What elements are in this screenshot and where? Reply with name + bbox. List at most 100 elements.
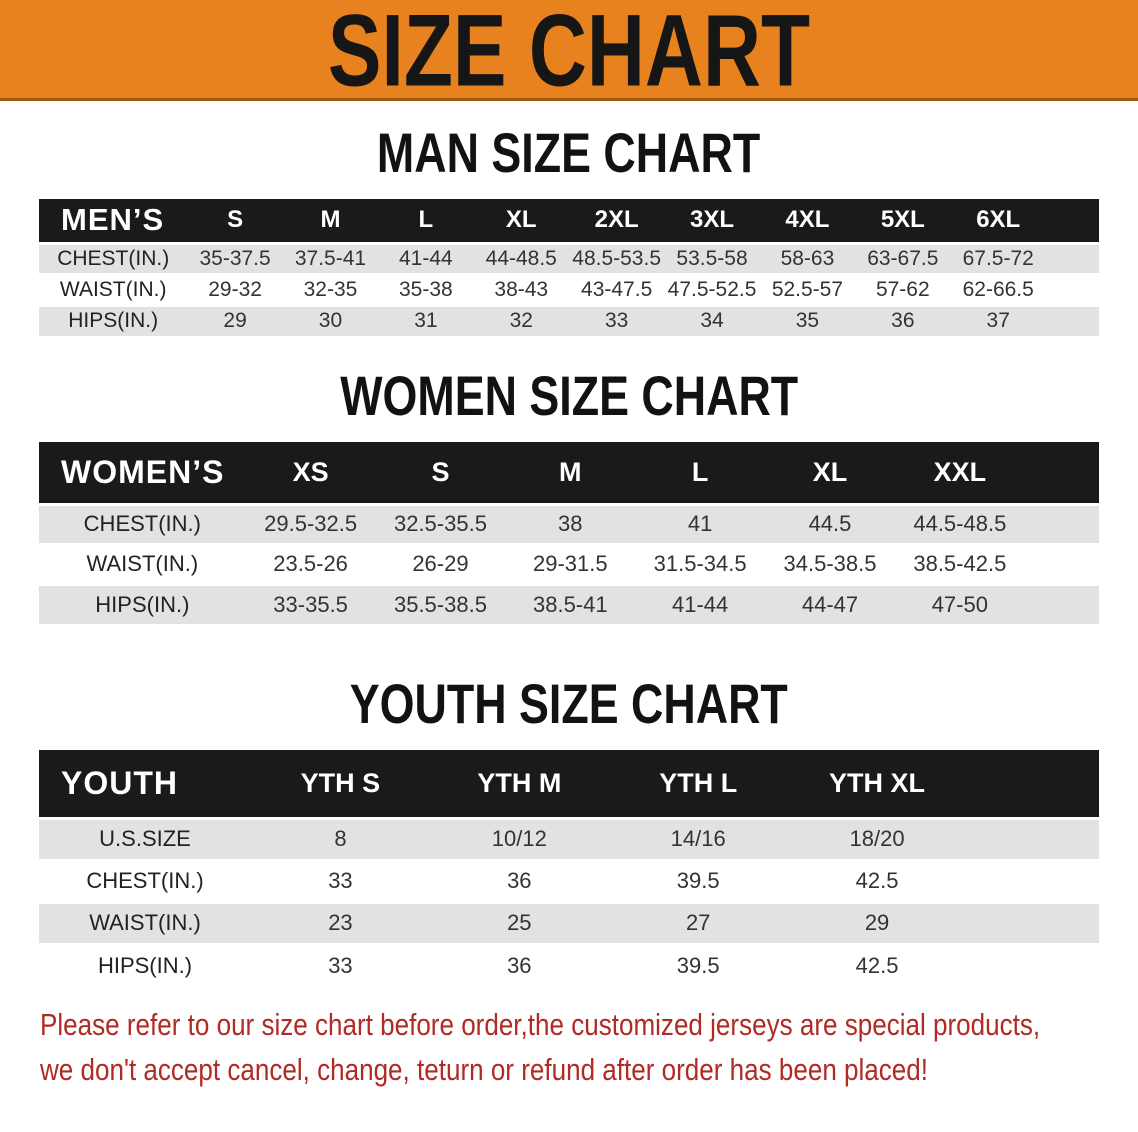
men-row-spacer [1045, 272, 1099, 305]
women-size-cell: 31.5-34.5 [635, 542, 766, 584]
youth-size-cell: 8 [251, 816, 430, 860]
women-size-cell: 41 [635, 502, 766, 544]
men-size-cell: 31 [378, 303, 474, 336]
banner: SIZE CHART [0, 0, 1138, 108]
women-size-cell: 33-35.5 [245, 582, 376, 624]
youth-table-row: WAIST(IN.) 23 25 27 29 [39, 900, 1099, 944]
men-section-heading: MAN SIZE CHART [0, 121, 1138, 185]
men-size-cell: 41-44 [378, 241, 474, 274]
youth-row-spacer [966, 858, 1099, 902]
men-row-spacer [1045, 303, 1099, 336]
men-size-cell: 32 [473, 303, 569, 336]
youth-section-heading: YOUTH SIZE CHART [0, 672, 1138, 736]
women-table-row: WAIST(IN.) 23.5-26 26-29 29-31.5 31.5-34.5 34… [39, 542, 1099, 584]
youth-heading-text: YOUTH SIZE CHART [349, 672, 789, 735]
men-size-cell: 58-63 [759, 241, 856, 274]
women-size-cell: 34.5-38.5 [765, 542, 895, 584]
youth-size-cell: 36 [429, 942, 609, 986]
men-size-cell: 63-67.5 [855, 241, 951, 274]
men-size-column-header: S [187, 199, 283, 243]
men-row-label: HIPS(IN.) [39, 303, 188, 336]
men-size-cell: 35-37.5 [187, 241, 283, 274]
women-size-cell: 38.5-42.5 [894, 542, 1025, 584]
men-size-cell: 35 [759, 303, 856, 336]
youth-header-bar: YOUTH YTH S YTH M YTH L YTH XL [39, 750, 1099, 818]
men-size-cell: 43-47.5 [568, 272, 665, 305]
youth-row-spacer [966, 942, 1099, 986]
women-size-cell: 29.5-32.5 [245, 502, 376, 544]
men-size-column-header: M [282, 199, 379, 243]
women-size-cell: 35.5-38.5 [375, 582, 506, 624]
men-table-row: CHEST(IN.) 35-37.5 37.5-41 41-44 44-48.5 48.5… [39, 241, 1099, 274]
youth-size-cell: 25 [429, 900, 609, 944]
disclaimer-text-1: Please refer to our size chart before or… [40, 1007, 1041, 1042]
men-size-column-header: XL [473, 199, 569, 243]
men-size-cell: 47.5-52.5 [664, 272, 760, 305]
youth-table-row: U.S.SIZE 8 10/12 14/16 18/20 [39, 816, 1099, 860]
men-size-cell: 57-62 [855, 272, 951, 305]
youth-row-spacer [966, 816, 1099, 860]
women-size-table: WOMEN’S XS S M L XL XXL CHEST(IN.) 29.5-32.5 32.5… [39, 442, 1099, 624]
men-group-label: MEN’S [39, 199, 188, 243]
men-size-cell: 62-66.5 [950, 272, 1046, 305]
men-size-column-header: 4XL [759, 199, 856, 243]
women-size-cell: 23.5-26 [245, 542, 376, 584]
disclaimer: Please refer to our size chart before or… [40, 1002, 1138, 1092]
men-section: MAN SIZE CHART MEN’S S M L XL 2XL 3XL 4XL 5XL 6XL C… [0, 121, 1138, 336]
youth-size-cell: 39.5 [608, 942, 788, 986]
women-size-column-header: XS [245, 442, 376, 504]
women-size-cell: 32.5-35.5 [375, 502, 506, 544]
youth-size-cell: 23 [251, 900, 430, 944]
youth-size-cell: 33 [251, 942, 430, 986]
youth-table-row: CHEST(IN.) 33 36 39.5 42.5 [39, 858, 1099, 902]
men-size-column-header: 2XL [568, 199, 665, 243]
youth-size-column-header: YTH XL [787, 750, 967, 818]
men-size-column-header: L [378, 199, 474, 243]
youth-size-cell: 36 [429, 858, 609, 902]
youth-header-spacer [966, 750, 1099, 818]
women-heading-text: WOMEN SIZE CHART [340, 364, 798, 427]
women-size-column-header: M [505, 442, 636, 504]
men-size-cell: 37.5-41 [282, 241, 379, 274]
youth-table-row: HIPS(IN.) 33 36 39.5 42.5 [39, 942, 1099, 986]
men-size-column-header: 5XL [855, 199, 951, 243]
men-size-cell: 30 [282, 303, 379, 336]
women-size-column-header: S [375, 442, 506, 504]
women-size-cell: 38 [505, 502, 636, 544]
men-row-label: WAIST(IN.) [39, 272, 188, 305]
youth-row-label: U.S.SIZE [39, 816, 251, 860]
women-header-bar: WOMEN’S XS S M L XL XXL [39, 442, 1099, 504]
men-size-cell: 33 [568, 303, 665, 336]
men-size-column-header: 3XL [664, 199, 760, 243]
men-size-cell: 38-43 [473, 272, 569, 305]
youth-row-spacer [966, 900, 1099, 944]
youth-size-cell: 10/12 [429, 816, 609, 860]
youth-group-label: YOUTH [39, 750, 251, 818]
youth-size-cell: 27 [608, 900, 788, 944]
youth-size-column-header: YTH L [608, 750, 788, 818]
youth-size-table: YOUTH YTH S YTH M YTH L YTH XL U.S.SIZE 8 10/12… [39, 750, 1099, 986]
men-size-cell: 36 [855, 303, 951, 336]
men-size-cell: 67.5-72 [950, 241, 1046, 274]
women-size-column-header: XL [765, 442, 895, 504]
disclaimer-text-2: we don't accept cancel, change, teturn o… [40, 1052, 929, 1087]
youth-row-label: WAIST(IN.) [39, 900, 251, 944]
women-table-row: HIPS(IN.) 33-35.5 35.5-38.5 38.5-41 41-44 44-… [39, 582, 1099, 624]
size-chart-sections: MAN SIZE CHART MEN’S S M L XL 2XL 3XL 4XL 5XL 6XL C… [0, 121, 1138, 986]
women-size-cell: 41-44 [635, 582, 766, 624]
women-row-spacer [1024, 582, 1099, 624]
men-row-label: CHEST(IN.) [39, 241, 188, 274]
youth-size-cell: 33 [251, 858, 430, 902]
women-size-column-header: L [635, 442, 766, 504]
youth-row-label: CHEST(IN.) [39, 858, 251, 902]
women-row-label: HIPS(IN.) [39, 582, 246, 624]
men-size-cell: 53.5-58 [664, 241, 760, 274]
banner-title: SIZE CHART [327, 0, 811, 108]
men-heading-text: MAN SIZE CHART [377, 121, 761, 184]
women-section: WOMEN SIZE CHART WOMEN’S XS S M L XL XXL CHEST(I… [0, 364, 1138, 624]
youth-size-column-header: YTH S [251, 750, 430, 818]
women-size-cell: 47-50 [894, 582, 1025, 624]
men-table-row: WAIST(IN.) 29-32 32-35 35-38 38-43 43-47.5 47.… [39, 272, 1099, 305]
men-row-spacer [1045, 241, 1099, 274]
